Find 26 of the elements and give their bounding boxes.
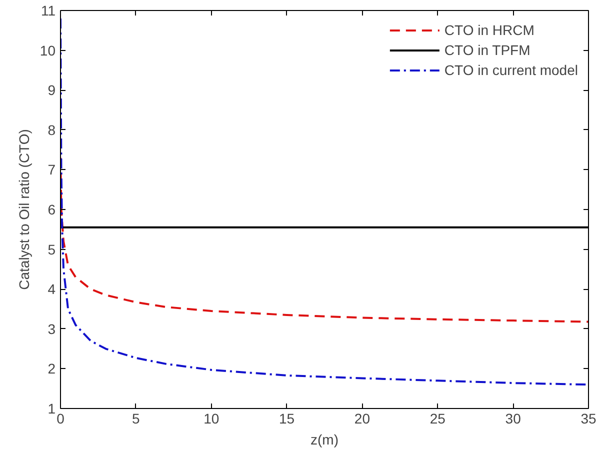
x-tick-label: 0 (56, 410, 65, 426)
y-tick-label: 3 (48, 320, 56, 337)
x-tick-label: 20 (354, 410, 370, 426)
y-tick-label: 4 (48, 281, 56, 298)
y-tick-label: 7 (48, 162, 56, 178)
x-tick-label: 15 (279, 410, 295, 426)
y-tick-label: 2 (48, 360, 56, 377)
x-tick-label: 5 (132, 410, 140, 426)
line-series (60, 156, 588, 323)
x-axis-title: z(m) (310, 432, 339, 448)
y-tick-label: 6 (48, 202, 56, 218)
y-tick-label: 8 (48, 122, 56, 138)
legend-label: CTO in HRCM (444, 22, 534, 38)
y-tick-label: 5 (48, 241, 56, 258)
y-tick-label: 1 (48, 400, 56, 416)
legend-label: CTO in TPFM (444, 42, 530, 58)
x-tick-label: 25 (430, 410, 446, 426)
y-tick-label: 10 (40, 42, 56, 58)
x-tick-label: 10 (204, 410, 220, 426)
y-tick-label: 9 (48, 82, 56, 98)
line-series (60, 17, 588, 386)
y-tick-label: 11 (40, 2, 56, 18)
x-tick-label: 30 (505, 410, 522, 426)
x-tick-label: 35 (580, 410, 596, 426)
legend-label: CTO in current model (444, 62, 578, 78)
y-axis-title: Catalyst to Oil ratio (CTO) (16, 129, 32, 290)
